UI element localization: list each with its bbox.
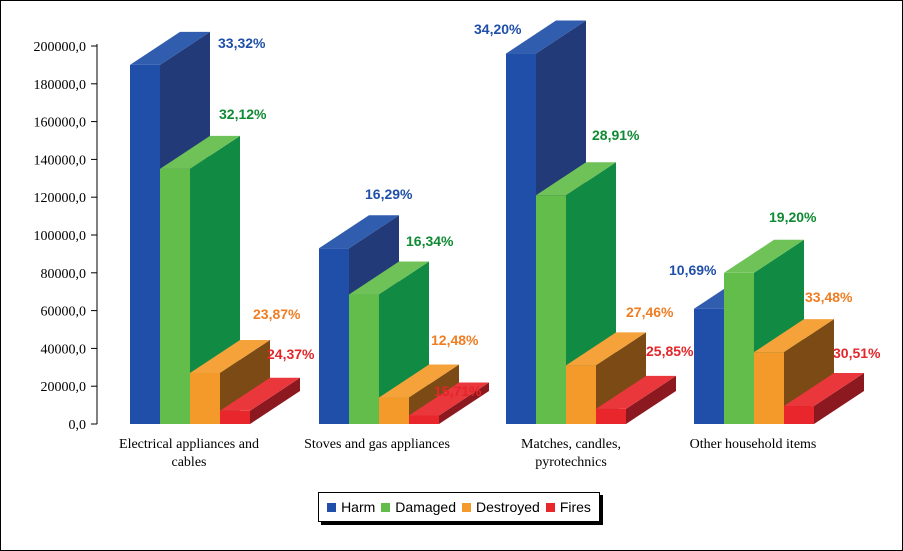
data-label-fires: 24,37% bbox=[267, 346, 315, 362]
bar-fires bbox=[784, 373, 864, 424]
bar-front bbox=[190, 372, 220, 424]
bar-side bbox=[439, 382, 489, 424]
data-label-destroyed: 12,48% bbox=[431, 332, 479, 348]
data-label-fires: 15,71% bbox=[434, 383, 482, 399]
data-labels-group: 33,32% 32,12% 23,87% 24,37% 16,29% 16,34% 12,4… bbox=[218, 21, 881, 399]
y-tick-label: 120000,0 bbox=[34, 191, 87, 206]
legend-label-damaged: Damaged bbox=[395, 499, 456, 515]
bar-front bbox=[409, 415, 439, 424]
bar-top bbox=[379, 364, 459, 398]
y-tick-label: 60000,0 bbox=[41, 305, 87, 320]
y-tick-label: 40000,0 bbox=[41, 342, 87, 357]
bar-top bbox=[596, 375, 676, 409]
x-category-label: Stoves and gas appliances bbox=[304, 437, 450, 452]
bar-top bbox=[220, 377, 300, 411]
bar-front bbox=[566, 365, 596, 424]
bar-front bbox=[724, 272, 754, 424]
bar-destroyed bbox=[379, 364, 459, 424]
bar-top bbox=[190, 339, 270, 373]
bar-front bbox=[536, 195, 566, 424]
bar-front bbox=[220, 410, 250, 424]
data-label-harm: 10,69% bbox=[669, 262, 717, 278]
legend-item-damaged: Damaged bbox=[381, 499, 456, 515]
data-label-destroyed: 23,87% bbox=[253, 306, 301, 322]
x-category-label: Electrical appliances and bbox=[119, 437, 259, 452]
bar-front bbox=[379, 397, 409, 424]
bar-fires bbox=[596, 375, 676, 424]
data-label-harm: 33,32% bbox=[218, 35, 266, 51]
data-label-destroyed: 27,46% bbox=[626, 304, 674, 320]
y-tick-label: 100000,0 bbox=[34, 229, 87, 244]
bar-top bbox=[754, 319, 834, 353]
bar-top bbox=[724, 239, 804, 273]
bar-top bbox=[130, 31, 210, 65]
bar-top bbox=[160, 135, 240, 169]
legend-label-fires: Fires bbox=[559, 499, 591, 515]
bar-damaged bbox=[160, 135, 240, 424]
legend-item-harm: Harm bbox=[327, 499, 375, 515]
bar-top bbox=[506, 20, 586, 54]
legend-swatch-fires bbox=[545, 502, 555, 512]
legend-item-fires: Fires bbox=[545, 499, 591, 515]
bar-front bbox=[349, 294, 379, 424]
bars-group bbox=[130, 20, 864, 425]
data-label-destroyed: 33,48% bbox=[805, 289, 853, 305]
bar-top bbox=[319, 215, 399, 249]
bar-side bbox=[626, 375, 676, 424]
bar-fires bbox=[409, 382, 489, 424]
y-axis: 0,0 20000,0 40000,0 60000,0 80000,0 100000,0 1… bbox=[34, 40, 98, 433]
bar-top bbox=[536, 162, 616, 196]
y-tick-label: 80000,0 bbox=[41, 267, 87, 282]
data-label-harm: 16,29% bbox=[365, 186, 413, 202]
legend-label-harm: Harm bbox=[341, 499, 376, 515]
data-label-fires: 30,51% bbox=[833, 345, 881, 361]
bar-front bbox=[754, 352, 784, 424]
data-label-damaged: 32,12% bbox=[219, 106, 267, 122]
x-category-label: pyrotechnics bbox=[535, 455, 607, 470]
bar-top bbox=[409, 382, 489, 416]
x-category-label: cables bbox=[172, 455, 207, 470]
legend-swatch-damaged bbox=[381, 502, 391, 512]
y-tick-label: 200000,0 bbox=[34, 40, 87, 55]
x-category-label: Matches, candles, bbox=[521, 437, 621, 452]
bar-front bbox=[506, 53, 536, 425]
x-category-label: Other household items bbox=[690, 437, 817, 452]
data-label-harm: 34,20% bbox=[474, 21, 522, 37]
x-axis-categories: Electrical appliances and cables Stoves an… bbox=[119, 437, 816, 470]
bar-front bbox=[130, 64, 160, 425]
bar-top bbox=[349, 261, 429, 295]
bar-front bbox=[694, 308, 724, 424]
legend-swatch-harm bbox=[327, 502, 337, 512]
legend-item-destroyed: Destroyed bbox=[462, 499, 540, 515]
legend-swatch-destroyed bbox=[462, 502, 471, 512]
y-tick-label: 140000,0 bbox=[34, 153, 87, 168]
bar-front bbox=[784, 406, 814, 424]
data-label-damaged: 16,34% bbox=[406, 233, 454, 249]
y-tick-label: 180000,0 bbox=[34, 78, 87, 93]
data-label-damaged: 19,20% bbox=[769, 209, 817, 225]
y-tick-label: 20000,0 bbox=[41, 380, 87, 395]
bar-fires bbox=[220, 377, 300, 424]
legend: Harm Damaged Destroyed Fires bbox=[318, 492, 600, 522]
data-label-fires: 25,85% bbox=[646, 343, 694, 359]
data-label-damaged: 28,91% bbox=[592, 127, 640, 143]
bar-front bbox=[319, 248, 349, 424]
bar-side bbox=[250, 377, 300, 424]
bar-front bbox=[596, 408, 626, 424]
bar-top bbox=[784, 373, 864, 407]
bar-top bbox=[566, 332, 646, 366]
bar-side bbox=[814, 373, 864, 424]
y-tick-label: 160000,0 bbox=[34, 116, 87, 131]
legend-label-destroyed: Destroyed bbox=[476, 499, 540, 515]
bar-front bbox=[160, 168, 190, 424]
y-tick-label: 0,0 bbox=[69, 418, 87, 433]
